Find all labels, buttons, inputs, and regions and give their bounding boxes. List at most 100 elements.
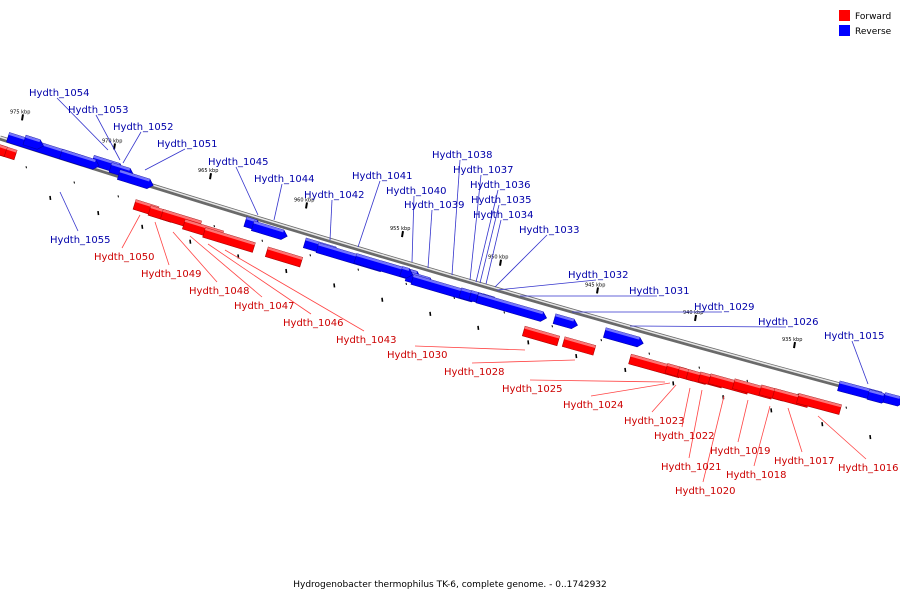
leader-line xyxy=(122,131,142,164)
gene-label[interactable]: Hydth_1036 xyxy=(470,180,531,191)
minor-tick xyxy=(698,366,700,369)
gene-label[interactable]: Hydth_1054 xyxy=(29,88,90,99)
leader-line xyxy=(469,174,482,281)
gene-label[interactable]: Hydth_1032 xyxy=(568,270,629,281)
gene-label[interactable]: Hydth_1031 xyxy=(629,286,690,297)
gene-hydth-1016[interactable] xyxy=(796,393,842,415)
leader-line xyxy=(411,195,415,263)
gene-label[interactable]: Hydth_1040 xyxy=(386,186,447,197)
minor-tick xyxy=(357,268,359,271)
gene-label[interactable]: Hydth_1021 xyxy=(661,462,722,473)
gene-label[interactable]: Hydth_1050 xyxy=(94,252,155,263)
legend: Forward Reverse xyxy=(839,10,892,37)
gene-hydth-1051[interactable] xyxy=(116,169,154,190)
gene-label[interactable]: Hydth_1026 xyxy=(758,317,819,328)
gene-label[interactable]: Hydth_1025 xyxy=(502,384,563,395)
minor-tick xyxy=(309,254,311,257)
gene-unlabeled[interactable] xyxy=(882,392,900,408)
gene-label[interactable]: Hydth_1016 xyxy=(838,463,899,474)
gene-label[interactable]: Hydth_1033 xyxy=(519,225,580,236)
gene-label[interactable]: Hydth_1053 xyxy=(68,105,129,116)
tick-mark xyxy=(694,314,697,322)
leader-line xyxy=(414,345,526,351)
minor-tick xyxy=(746,379,748,382)
leader-line xyxy=(329,199,333,241)
gene-label[interactable]: Hydth_1037 xyxy=(453,165,514,176)
gene-label[interactable]: Hydth_1020 xyxy=(675,486,736,497)
gene-label[interactable]: Hydth_1049 xyxy=(141,269,202,280)
gene-label[interactable]: Hydth_1019 xyxy=(710,446,771,457)
gene-label[interactable]: Hydth_1044 xyxy=(254,174,315,185)
gene-label[interactable]: Hydth_1052 xyxy=(113,122,174,133)
gene-hydth-1026[interactable] xyxy=(603,327,644,348)
tick-label: 950 kbp xyxy=(488,255,508,261)
gene-label[interactable]: Hydth_1046 xyxy=(283,318,344,329)
leader-line xyxy=(496,279,597,291)
leader-line xyxy=(121,214,141,249)
gene-label[interactable]: Hydth_1030 xyxy=(387,350,448,361)
gene-hydth-1044[interactable] xyxy=(250,220,288,241)
leader-line xyxy=(357,180,381,248)
gene-label[interactable]: Hydth_1041 xyxy=(352,171,413,182)
leader-line xyxy=(475,189,499,283)
gene-label[interactable]: Hydth_1038 xyxy=(432,150,493,161)
gene-label[interactable]: Hydth_1029 xyxy=(694,302,755,313)
leader-line xyxy=(851,340,869,385)
leader-line xyxy=(753,405,771,467)
gene-label[interactable]: Hydth_1045 xyxy=(208,157,269,168)
leader-line xyxy=(451,159,461,276)
leader-line xyxy=(172,231,218,283)
gene-hydth-1030[interactable] xyxy=(521,325,561,347)
gene-label[interactable]: Hydth_1055 xyxy=(50,235,111,246)
gene-unlabeled[interactable] xyxy=(866,389,889,405)
leader-line xyxy=(471,359,576,364)
minor-tick xyxy=(477,325,480,331)
leader-line xyxy=(207,243,312,315)
tick-mark xyxy=(596,287,599,294)
gene-label[interactable]: Hydth_1035 xyxy=(471,195,532,206)
minor-tick xyxy=(261,239,263,242)
gene-hydth-1043[interactable] xyxy=(264,246,304,268)
gene-hydth-1033[interactable] xyxy=(475,292,548,323)
gene-label[interactable]: Hydth_1022 xyxy=(654,431,715,442)
tick-label: 935 kbp xyxy=(782,337,802,343)
gene-label[interactable]: Hydth_1039 xyxy=(404,200,465,211)
leader-line xyxy=(235,166,259,216)
gene-hydth-1046[interactable] xyxy=(202,227,256,253)
minor-tick xyxy=(624,367,627,373)
gene-label[interactable]: Hydth_1051 xyxy=(157,139,218,150)
leader-line xyxy=(787,407,803,453)
tick-label: 975 kbp xyxy=(10,109,30,115)
gene-label[interactable]: Hydth_1043 xyxy=(336,335,397,346)
leader-line xyxy=(590,382,671,397)
minor-tick xyxy=(333,283,336,288)
gene-label[interactable]: Hydth_1015 xyxy=(824,331,885,342)
gene-unlabeled[interactable] xyxy=(59,148,100,171)
gene-label[interactable]: Hydth_1047 xyxy=(234,301,295,312)
minor-tick xyxy=(527,340,530,345)
leader-line xyxy=(817,415,867,460)
leader-line xyxy=(688,389,703,459)
gene-unlabeled[interactable] xyxy=(399,266,414,280)
gene-label[interactable]: Hydth_1048 xyxy=(189,286,250,297)
gene-label[interactable]: Hydth_1023 xyxy=(624,416,685,427)
gene-label[interactable]: Hydth_1042 xyxy=(304,190,365,201)
minor-tick xyxy=(285,268,288,274)
gene-label[interactable]: Hydth_1018 xyxy=(726,470,787,481)
gene-unlabeled[interactable] xyxy=(0,143,8,157)
leader-line xyxy=(56,97,109,151)
legend-reverse-label: Reverse xyxy=(855,27,892,37)
gene-unlabeled[interactable] xyxy=(22,134,45,151)
gene-label[interactable]: Hydth_1028 xyxy=(444,367,505,378)
minor-tick xyxy=(429,311,432,316)
gene-hydth-1029[interactable] xyxy=(552,313,579,330)
gene-label[interactable]: Hydth_1017 xyxy=(774,456,835,467)
leader-line xyxy=(629,325,787,328)
tick-mark xyxy=(499,259,502,266)
tick-label: 965 kbp xyxy=(198,168,218,174)
gene-hydth-1028[interactable] xyxy=(561,336,597,356)
tick-label: 955 kbp xyxy=(390,226,410,232)
leader-line xyxy=(154,221,170,266)
gene-label[interactable]: Hydth_1034 xyxy=(473,210,534,221)
gene-label[interactable]: Hydth_1024 xyxy=(563,400,624,411)
